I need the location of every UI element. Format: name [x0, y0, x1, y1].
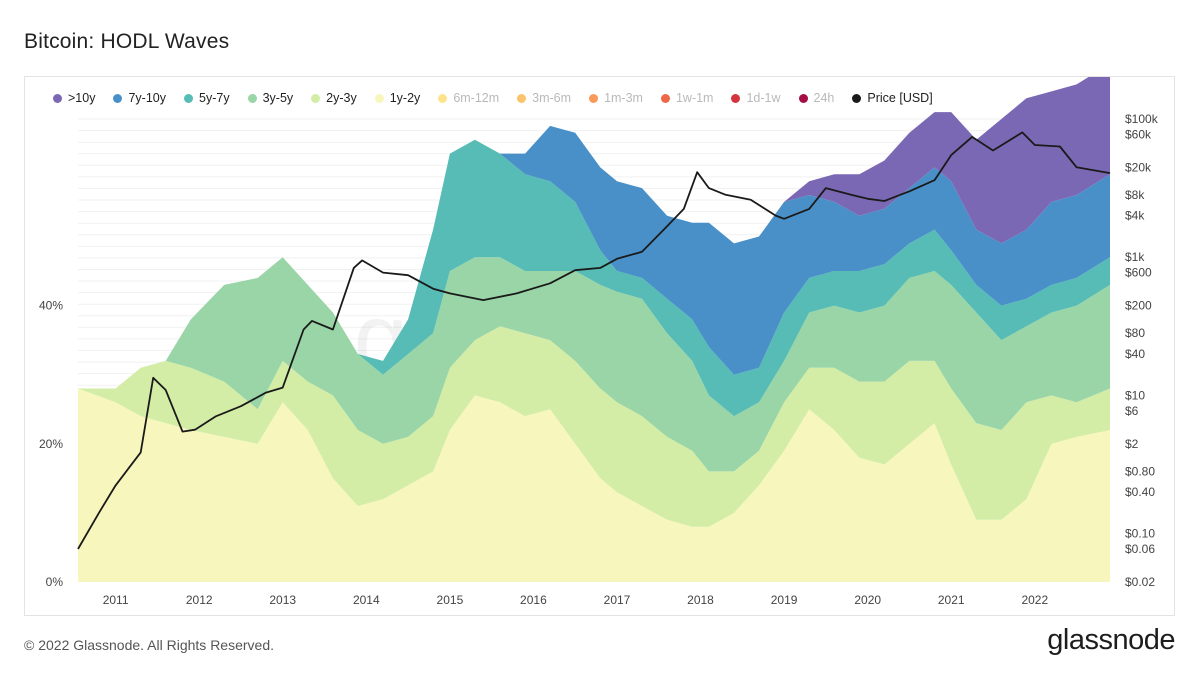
x-axis-ticks: 2011 2012 2013 2014 2015 2016 2017 2018 2019 2020… — [103, 593, 1049, 607]
y-right-tick-label: $60k — [1125, 127, 1152, 141]
legend-item[interactable]: 1m-3m — [589, 91, 643, 105]
legend-swatch — [731, 93, 741, 103]
legend-label: 2y-3y — [326, 91, 357, 105]
x-tick-label: 2019 — [771, 593, 798, 607]
y-right-tick-label: $8k — [1125, 188, 1145, 202]
legend-label: 3m-6m — [532, 91, 572, 105]
legend-item[interactable]: 6m-12m — [438, 91, 499, 105]
x-tick-label: 2017 — [604, 593, 631, 607]
y-right-tick-label: $0.40 — [1125, 485, 1155, 499]
y-right-tick-label: $1k — [1125, 250, 1145, 264]
legend-item[interactable]: 2y-3y — [311, 91, 357, 105]
legend-swatch — [517, 93, 527, 103]
legend-label: 1m-3m — [604, 91, 643, 105]
y-right-tick-label: $80 — [1125, 326, 1145, 340]
area-band-3y-5y[interactable] — [78, 257, 1110, 472]
y-left-tick-label: 40% — [39, 299, 63, 313]
x-tick-label: 2020 — [854, 593, 881, 607]
x-tick-label: 2021 — [938, 593, 965, 607]
area-band-5y-7y[interactable] — [78, 139, 1110, 417]
y-right-tick-label: $4k — [1125, 209, 1145, 223]
y-right-tick-label: $600 — [1125, 266, 1152, 280]
legend-swatch — [660, 93, 670, 103]
area-band-7y-10y[interactable] — [78, 125, 1110, 389]
page-title: Bitcoin: HODL Waves — [24, 30, 230, 53]
legend-item[interactable]: >10y — [53, 91, 95, 105]
legend-swatch — [53, 93, 62, 103]
legend-label: 6m-12m — [453, 91, 500, 105]
legend-item[interactable]: Price [USD] — [852, 91, 933, 105]
hodl-waves-chart[interactable]: glassnode 201120122013201420152016201720… — [25, 77, 1174, 615]
area-band-2y-3y[interactable] — [78, 326, 1110, 527]
legend-label: Price [USD] — [867, 91, 933, 105]
legend-swatch — [311, 93, 321, 103]
legend-label: 7y-10y — [128, 91, 166, 105]
y-right-tick-label: $0.10 — [1125, 527, 1155, 541]
legend-label: >10y — [68, 91, 96, 105]
y-right-tick-label: $100k — [1125, 112, 1159, 126]
x-tick-label: 2018 — [687, 593, 714, 607]
price-line[interactable] — [77, 131, 1111, 550]
legend-swatch — [113, 93, 123, 103]
y-right-tick-label: $0.06 — [1125, 542, 1155, 556]
legend: >10y 7y-10y 5y-7y 3y-5y 2y-3y 1y-2y 6m-12m 3m-6… — [53, 91, 951, 105]
y-axis-right-ticks: $0.02 $0.06$0.10 $0.40 $0.80 $2 $6$10 $40 $80 $2… — [1125, 112, 1159, 589]
y-right-tick-label: $0.80 — [1125, 464, 1155, 478]
legend-label: 3y-5y — [262, 91, 294, 105]
y-axis-left-ticks: 0% 20% 40% — [39, 299, 63, 589]
area-layers — [78, 77, 1110, 582]
legend-item[interactable]: 7y-10y — [113, 91, 166, 105]
legend-item[interactable]: 3m-6m — [517, 91, 571, 105]
y-left-tick-label: 20% — [39, 437, 63, 451]
y-right-tick-label: $200 — [1125, 299, 1152, 313]
x-tick-label: 2015 — [437, 593, 464, 607]
y-right-tick-label: $6 — [1125, 404, 1139, 418]
y-right-tick-label: $2 — [1125, 437, 1139, 451]
legend-swatch — [247, 93, 257, 103]
area-band-1y-2y[interactable] — [78, 388, 1110, 583]
copyright-text: © 2022 Glassnode. All Rights Reserved. — [24, 637, 275, 653]
legend-swatch — [184, 93, 193, 103]
y-right-tick-label: $40 — [1125, 347, 1145, 361]
x-tick-label: 2016 — [520, 593, 547, 607]
price-layer — [77, 131, 1111, 550]
y-left-tick-label: 0% — [46, 575, 64, 589]
y-right-tick-label: $20k — [1125, 160, 1152, 174]
legend-item[interactable]: 5y-7y — [184, 91, 230, 105]
legend-label: 1y-2y — [389, 91, 421, 105]
legend-item[interactable]: 3y-5y — [247, 91, 294, 105]
legend-label: 5y-7y — [199, 91, 230, 105]
chart-container: glassnode 201120122013201420152016201720… — [24, 76, 1175, 616]
legend-label: 1d-1w — [746, 91, 781, 105]
legend-label: 24h — [813, 91, 835, 105]
x-tick-label: 2014 — [353, 593, 380, 607]
legend-swatch — [374, 93, 384, 103]
legend-item[interactable]: 1d-1w — [731, 91, 781, 105]
legend-swatch — [589, 93, 599, 103]
legend-swatch — [438, 93, 448, 103]
glassnode-logo[interactable]: glassnode — [1047, 624, 1175, 656]
y-right-tick-label: $10 — [1125, 389, 1145, 403]
x-tick-label: 2022 — [1021, 593, 1048, 607]
x-tick-label: 2012 — [186, 593, 213, 607]
legend-label: 1w-1m — [675, 91, 714, 105]
legend-item[interactable]: 24h — [798, 91, 835, 105]
legend-swatch — [852, 93, 862, 103]
y-right-tick-label: $0.02 — [1125, 575, 1155, 589]
legend-item[interactable]: 1w-1m — [660, 91, 714, 105]
x-tick-label: 2013 — [269, 593, 296, 607]
x-tick-label: 2011 — [103, 593, 129, 607]
legend-swatch — [798, 93, 808, 103]
legend-item[interactable]: 1y-2y — [374, 91, 421, 105]
